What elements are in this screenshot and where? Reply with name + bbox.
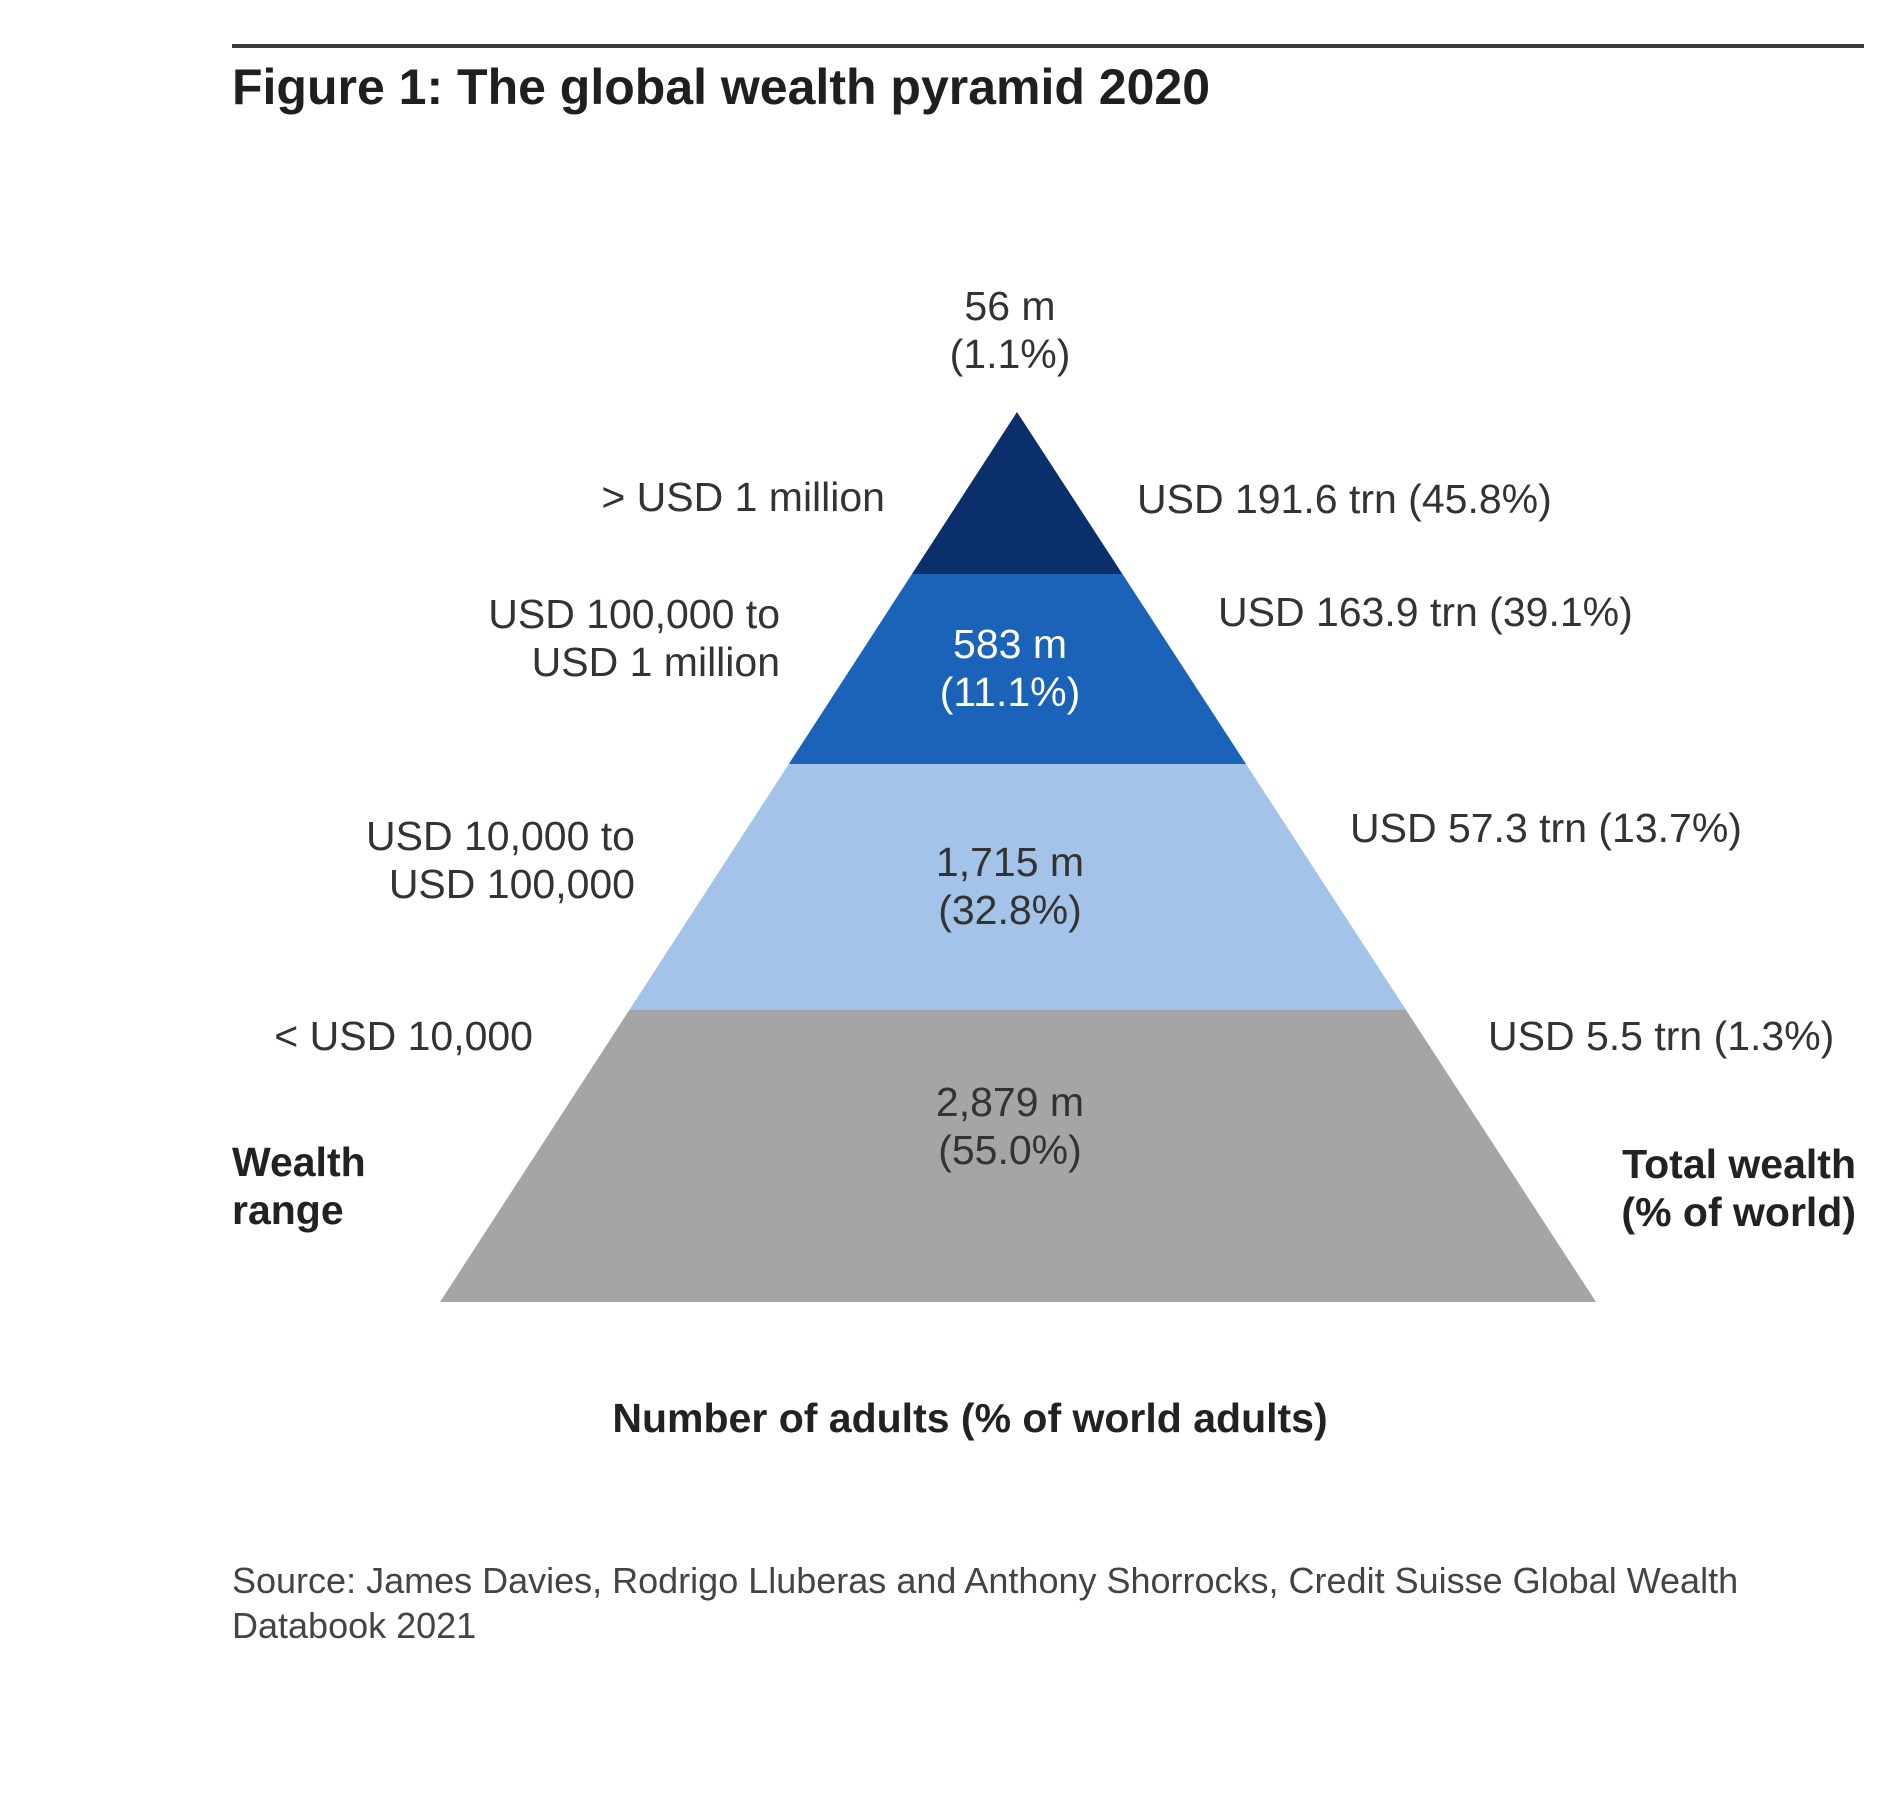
adults-count-tier-1: 583 m xyxy=(953,621,1067,667)
wealth-range-heading: Wealth range xyxy=(232,1138,366,1234)
adults-pct-tier-1: (11.1%) xyxy=(939,669,1081,715)
adults-count-tier-2: 1,715 m xyxy=(935,839,1085,885)
top-rule xyxy=(232,44,1864,48)
wealth-range-tier-2: USD 10,000 to USD 100,000 xyxy=(260,812,635,908)
total-wealth-heading-line1: Total wealth xyxy=(1622,1141,1856,1187)
figure-title: Figure 1: The global wealth pyramid 2020 xyxy=(232,59,1211,115)
total-wealth-tier-1: USD 163.9 trn (39.1%) xyxy=(1218,589,1633,635)
adults-count-tier-3: 2,879 m xyxy=(935,1079,1085,1125)
source-note: Source: James Davies, Rodrigo Lluberas a… xyxy=(232,1560,1739,1646)
adults-pct-tier-3: (55.0%) xyxy=(938,1127,1082,1173)
wealth-range-tier-0: > USD 1 million xyxy=(480,473,885,521)
wealth-range-tier-3-line1: < USD 10,000 xyxy=(274,1013,533,1059)
wealth-range-tier-2-line2: USD 100,000 xyxy=(388,861,635,907)
adults-label-tier-3: 2,879 m (55.0%) xyxy=(860,1078,1160,1174)
total-wealth-tier-3: USD 5.5 trn (1.3%) xyxy=(1488,1013,1835,1059)
wealth-range-tier-1-line1: USD 100,000 to xyxy=(488,591,780,637)
adults-count-tier-0: 56 m xyxy=(964,283,1056,329)
total-wealth-tier-2: USD 57.3 trn (13.7%) xyxy=(1350,805,1742,851)
wealth-range-heading-line2: range xyxy=(232,1187,344,1233)
adults-label-tier-2: 1,715 m (32.8%) xyxy=(860,838,1160,934)
adults-pct-tier-0: (1.1%) xyxy=(949,331,1071,377)
adults-label-tier-0: 56 m (1.1%) xyxy=(900,282,1120,378)
wealth-range-tier-0-line1: > USD 1 million xyxy=(601,474,885,520)
adults-label-tier-1: 583 m (11.1%) xyxy=(870,620,1150,716)
tier-base xyxy=(440,1010,1596,1302)
wealth-range-tier-1: USD 100,000 to USD 1 million xyxy=(380,590,780,686)
tier-middle xyxy=(629,764,1407,1010)
total-wealth-heading: Total wealth (% of world) xyxy=(1560,1140,1856,1236)
wealth-range-heading-line1: Wealth xyxy=(232,1139,366,1185)
total-wealth-tier-0: USD 191.6 trn (45.8%) xyxy=(1137,476,1552,522)
total-wealth-heading-line2: (% of world) xyxy=(1621,1189,1856,1235)
x-axis-label: Number of adults (% of world adults) xyxy=(612,1395,1328,1441)
wealth-range-tier-2-line1: USD 10,000 to xyxy=(366,813,635,859)
wealth-range-tier-3: < USD 10,000 xyxy=(200,1012,533,1060)
wealth-range-tier-1-line2: USD 1 million xyxy=(531,639,780,685)
adults-pct-tier-2: (32.8%) xyxy=(938,887,1082,933)
tier-top-millionaires xyxy=(911,412,1123,574)
tier-upper-middle xyxy=(788,574,1246,764)
